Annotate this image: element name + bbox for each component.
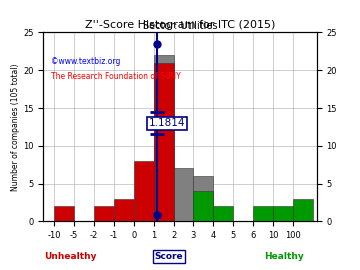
Bar [54,206,74,221]
Bar [154,55,174,221]
Text: Sector: Utilities: Sector: Utilities [143,21,217,31]
Bar [154,63,174,221]
Text: Score: Score [155,252,183,261]
Bar [193,191,213,221]
Bar [94,206,114,221]
Bar [273,206,293,221]
Bar [213,206,233,221]
Bar [114,199,134,221]
Bar [134,161,154,221]
Text: Unhealthy: Unhealthy [44,252,97,261]
Bar [193,176,213,221]
Y-axis label: Number of companies (105 total): Number of companies (105 total) [11,63,20,191]
Title: Z''-Score Histogram for ITC (2015): Z''-Score Histogram for ITC (2015) [85,20,275,30]
Text: Healthy: Healthy [264,252,304,261]
Text: 1.1814: 1.1814 [149,118,185,128]
Text: The Research Foundation of SUNY: The Research Foundation of SUNY [51,72,181,81]
Bar [253,206,273,221]
Bar [174,168,193,221]
Text: ©www.textbiz.org: ©www.textbiz.org [51,57,121,66]
Bar [293,199,313,221]
